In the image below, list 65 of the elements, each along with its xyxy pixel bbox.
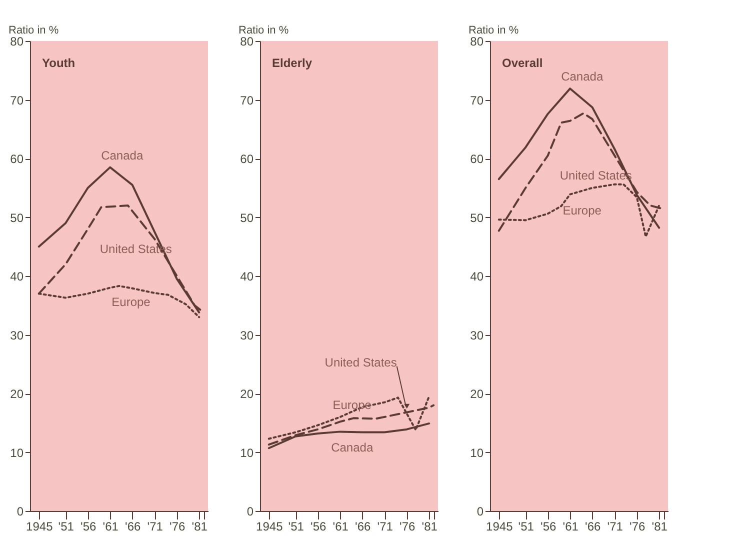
x-tick-label: '81	[652, 520, 668, 534]
x-tick-label: '76	[170, 520, 186, 534]
x-tick-label: '66	[125, 520, 141, 534]
y-tick-label: 80	[240, 34, 254, 48]
x-tick-label: '71	[607, 520, 624, 534]
y-tick-label: 70	[240, 93, 254, 108]
y-axis-title: Ratio in %	[8, 24, 59, 36]
x-tick-label: '71	[377, 520, 394, 534]
y-tick-label: 40	[470, 270, 484, 284]
x-tick-label: '56	[540, 520, 556, 534]
y-tick-label: 80	[470, 34, 484, 48]
text: Youth	[42, 56, 76, 70]
x-tick-label: '51	[58, 520, 74, 534]
y-tick-label: 80	[10, 34, 24, 48]
y-tick-label: 50	[10, 210, 24, 225]
x-tick-label: '66	[355, 520, 371, 534]
x-tick-label: '61	[102, 520, 119, 534]
text: United States	[324, 355, 397, 370]
y-tick-label: 10	[470, 446, 484, 460]
y-tick-label: 60	[470, 152, 484, 166]
x-tick-label: '76	[400, 520, 416, 534]
y-tick-label: 30	[240, 328, 254, 342]
series-label: Europe	[332, 398, 372, 412]
y-tick-label: 20	[10, 387, 24, 401]
x-tick-label: '56	[310, 520, 326, 534]
y-tick-label: 30	[470, 328, 484, 342]
y-tick-label: 40	[240, 270, 254, 284]
y-tick-label: 20	[470, 387, 484, 401]
y-tick-label: 60	[10, 152, 24, 166]
x-tick-label: '81	[422, 520, 438, 534]
y-tick-label: 30	[10, 328, 24, 342]
x-tick-label: '81	[192, 520, 208, 534]
series-label: Canada	[331, 440, 374, 455]
y-tick-label: 70	[10, 93, 24, 108]
y-tick-label: 10	[10, 446, 24, 460]
y-tick-label: 70	[470, 93, 484, 108]
x-tick-label: 1945	[256, 520, 284, 534]
text: Overall	[502, 56, 543, 70]
y-tick-label: 40	[10, 270, 24, 284]
line-series	[38, 166, 200, 314]
x-tick-label: '61	[562, 520, 579, 534]
y-tick-label: 60	[240, 152, 254, 166]
y-tick-label: 50	[240, 210, 254, 225]
x-tick-label: '71	[147, 520, 164, 534]
y-tick-label: 10	[240, 446, 254, 460]
y-tick-label: 20	[240, 387, 254, 401]
x-tick-label: 1945	[486, 520, 514, 534]
y-tick-label: 0	[476, 504, 484, 518]
x-tick-label: '51	[288, 520, 304, 534]
y-tick-label: 50	[470, 210, 484, 225]
y-axis-title: Ratio in %	[238, 24, 289, 36]
series-label: Canada	[561, 70, 604, 84]
x-tick-label: '56	[80, 520, 96, 534]
y-axis-title: Ratio in %	[468, 24, 519, 36]
x-tick-label: '61	[332, 520, 349, 534]
series-label: Canada	[101, 148, 144, 162]
y-tick-label: 0	[16, 504, 24, 518]
x-tick-label: 1945	[26, 520, 54, 534]
x-tick-label: '51	[518, 520, 534, 534]
x-tick-label: '76	[630, 520, 646, 534]
x-tick-label: '66	[585, 520, 601, 534]
text: Elderly	[272, 56, 312, 70]
y-tick-label: 0	[246, 504, 254, 518]
series-label: Europe	[562, 203, 602, 218]
series-label: Europe	[112, 294, 151, 309]
